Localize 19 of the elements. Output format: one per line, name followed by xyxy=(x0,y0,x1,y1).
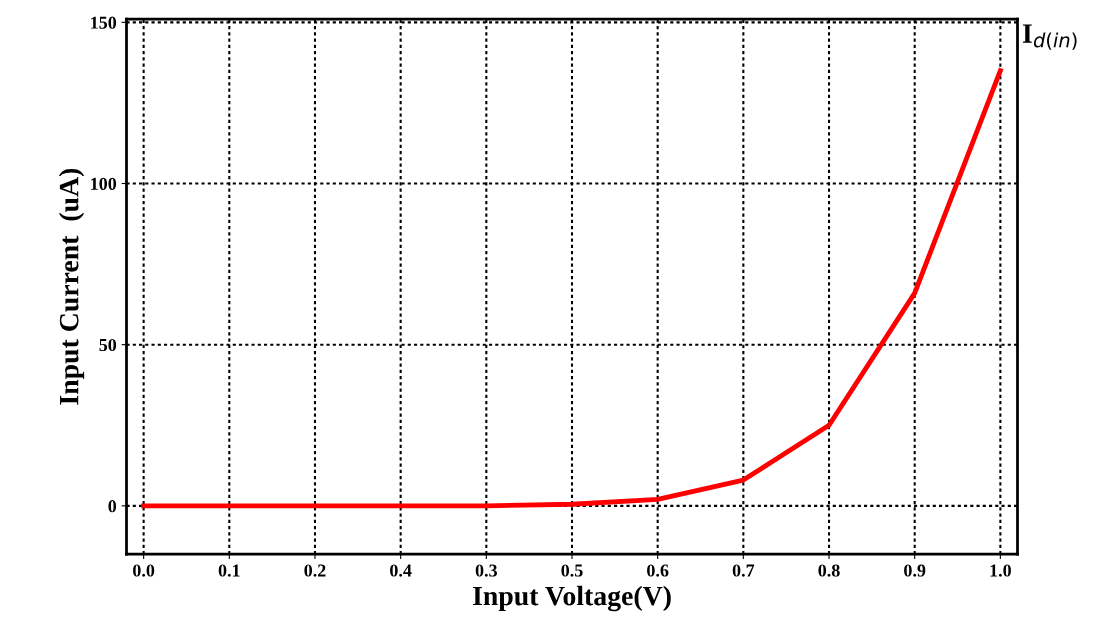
line-series xyxy=(141,68,1003,509)
x-tick-label: 0.7 xyxy=(732,564,755,577)
x-tick-label: 0.5 xyxy=(561,564,583,577)
x-tick-label: 0.0 xyxy=(133,564,155,577)
x-tick-label: 0.8 xyxy=(818,564,840,577)
x-tick-label: 0.4 xyxy=(390,564,412,577)
x-tick-label: 0.3 xyxy=(475,564,497,577)
x-tick-label: 0.1 xyxy=(218,564,240,577)
x-tick-label: 0.6 xyxy=(647,564,669,577)
y-tick-label: 50 xyxy=(99,338,117,352)
text: I$_{d(in)}$ xyxy=(1022,24,1077,50)
y-axis-title: Input Current (uA) xyxy=(58,168,85,405)
y-tick-label: 150 xyxy=(91,16,117,29)
x-tick-label: 0.2 xyxy=(304,564,326,577)
x-tick-label: 1.0 xyxy=(990,564,1011,577)
x-axis-title: Input Voltage(V) xyxy=(472,585,671,612)
y-tick-label: 0 xyxy=(108,500,117,513)
x-tick-label: 0.9 xyxy=(904,564,926,577)
y-tick-label: 100 xyxy=(91,177,117,190)
